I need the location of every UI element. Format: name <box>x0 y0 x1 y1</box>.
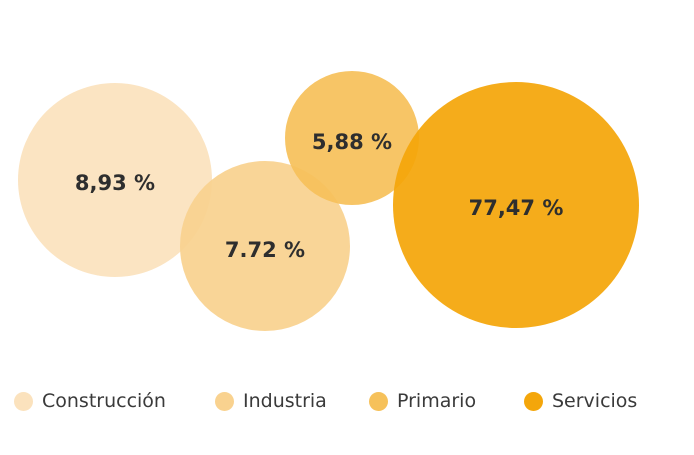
bubble-industria <box>180 161 350 331</box>
bubbles-group: 8,93 % 7.72 % 5,88 % 77,47 % <box>18 71 639 331</box>
legend-item-industria: Industria <box>215 384 327 418</box>
bubble-label-construccion: 8,93 % <box>75 171 155 195</box>
legend-label-primario: Primario <box>397 390 477 412</box>
legend: Construcción Industria Primario Servicio… <box>0 384 694 418</box>
legend-swatch-servicios <box>524 391 543 411</box>
legend-label-construccion: Construcción <box>42 390 166 412</box>
legend-item-primario: Primario <box>369 384 476 418</box>
bubble-primario <box>285 71 419 205</box>
legend-label-industria: Industria <box>243 390 327 412</box>
bubble-construccion <box>18 83 212 277</box>
bubble-servicios <box>393 82 639 328</box>
bubble-label-industria: 7.72 % <box>225 238 305 262</box>
legend-label-servicios: Servicios <box>552 390 638 412</box>
legend-swatch-primario <box>369 391 388 411</box>
legend-swatch-industria <box>215 391 234 411</box>
bubble-label-servicios: 77,47 % <box>469 196 564 220</box>
legend-item-construccion: Construcción <box>14 384 166 418</box>
legend-swatch-construccion <box>14 391 33 411</box>
legend-item-servicios: Servicios <box>524 384 637 418</box>
bubble-label-primario: 5,88 % <box>312 130 392 154</box>
